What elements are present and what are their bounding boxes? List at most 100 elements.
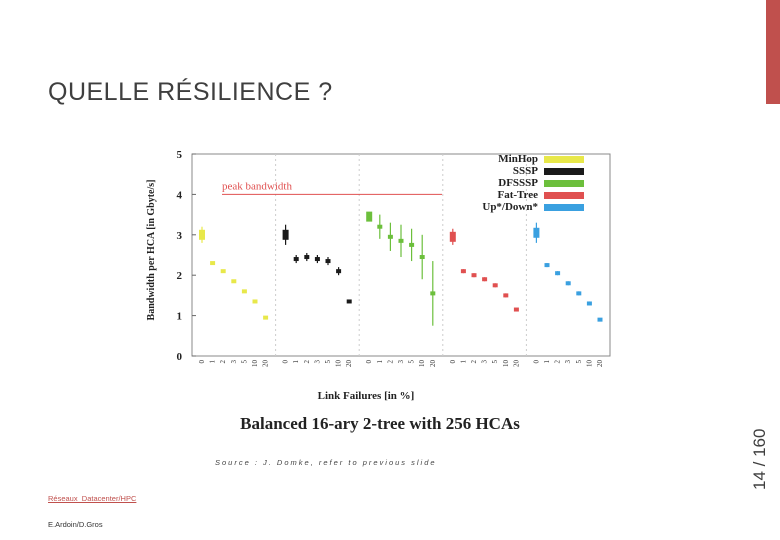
data-point [304, 255, 310, 260]
legend-swatch [544, 204, 584, 211]
x-axis-label: Link Failures [in %] [318, 390, 415, 402]
x-tick-label: 5 [408, 360, 416, 364]
legend-swatch [544, 168, 584, 175]
data-point [199, 229, 205, 240]
data-point [231, 279, 237, 284]
data-point [325, 259, 331, 264]
x-tick-label: 10 [585, 360, 593, 368]
data-point [533, 227, 540, 238]
x-tick-label: 20 [345, 360, 353, 368]
data-point [492, 283, 498, 288]
legend-label: SSSP [513, 165, 538, 177]
chart-figure: 0 1 2 3 4 5 0 1 2 3 5 10 20 0 1 2 3 5 10 20 0 1 2 3 5 10 20 0 1 2 3 5 10… [140, 140, 620, 440]
x-tick-label: 3 [481, 360, 489, 364]
data-point [576, 291, 582, 296]
x-tick-label: 2 [554, 360, 562, 364]
x-tick-label: 1 [292, 360, 300, 364]
data-point [314, 257, 320, 262]
x-tick-label: 1 [209, 360, 217, 364]
x-tick-label: 2 [219, 360, 227, 364]
data-point [409, 242, 415, 247]
legend-swatch [544, 156, 584, 163]
x-tick-label: 20 [262, 360, 270, 368]
y-tick-label: 3 [177, 230, 183, 242]
data-point [220, 269, 226, 274]
x-tick-label: 5 [491, 360, 499, 364]
data-point [513, 307, 519, 312]
x-tick-label: 1 [376, 360, 384, 364]
x-tick-label: 20 [596, 360, 604, 368]
data-point [597, 317, 603, 322]
data-point [503, 293, 509, 298]
data-point [366, 211, 373, 222]
legend-label: DFSSSP [498, 177, 538, 189]
chart-title: Balanced 16-ary 2-tree with 256 HCAs [240, 414, 520, 433]
x-tick-label: 5 [240, 360, 248, 364]
legend-label: Fat-Tree [497, 189, 538, 201]
x-tick-label: 3 [230, 360, 238, 364]
y-tick-label: 5 [177, 149, 183, 161]
reference-layer: peak bandwidth [222, 180, 442, 195]
x-tick-label: 2 [303, 360, 311, 364]
x-tick-label: 3 [397, 360, 405, 364]
x-tick-label: 2 [470, 360, 478, 364]
footer-authors: E.Ardoin/D.Gros [48, 520, 103, 529]
legend-label: MinHop [498, 153, 538, 165]
data-point [241, 289, 247, 294]
x-tick-label: 2 [386, 360, 394, 364]
data-point [419, 255, 425, 260]
data-point [482, 277, 488, 282]
x-tick-label: 3 [313, 360, 321, 364]
data-point [263, 315, 269, 320]
y-tick-label: 2 [177, 270, 183, 282]
x-tick-label: 0 [532, 360, 540, 364]
data-point [252, 299, 258, 304]
page-number: 14 / 160 [750, 428, 769, 490]
legend-swatch [544, 192, 584, 199]
y-tick-label: 4 [177, 189, 183, 201]
x-tick-label: 0 [449, 360, 457, 364]
x-tick-label: 0 [365, 360, 373, 364]
data-point [387, 234, 393, 239]
marks-layer [199, 211, 603, 326]
x-tick-label: 20 [512, 360, 520, 368]
data-point [460, 269, 466, 274]
x-tick-label: 0 [282, 360, 290, 364]
data-point [544, 263, 550, 268]
plot-frame [191, 153, 611, 357]
data-point [377, 224, 383, 229]
source-caption: Source : J. Domke, refer to previous sli… [215, 458, 437, 467]
legend-swatch [544, 180, 584, 187]
data-point [398, 238, 404, 243]
data-point [565, 281, 571, 286]
slide-title: QUELLE RÉSILIENCE ? [48, 78, 333, 106]
x-tick-label: 5 [324, 360, 332, 364]
y-axis-label: Bandwidth per HCA [in Gbyte/s] [146, 180, 157, 321]
data-point [555, 271, 561, 276]
peak-bandwidth-label: peak bandwidth [222, 180, 292, 192]
x-tick-label: 1 [459, 360, 467, 364]
data-point [471, 273, 477, 278]
data-point [336, 269, 342, 274]
data-point [282, 229, 289, 240]
footer-link[interactable]: Réseaux_Datacenter/HPC [48, 494, 137, 503]
data-point [293, 257, 299, 262]
data-point [586, 301, 592, 306]
accent-bar [766, 0, 780, 104]
data-point [210, 261, 216, 266]
x-tick-label: 10 [251, 360, 259, 368]
x-tick-label: 10 [335, 360, 343, 368]
y-tick-label: 0 [177, 351, 183, 363]
x-tick-label: 3 [564, 360, 572, 364]
x-tick-label: 10 [502, 360, 510, 368]
data-point [449, 231, 456, 242]
y-tick-label: 1 [177, 311, 183, 323]
x-tick-label: 0 [198, 360, 206, 364]
x-tick-label: 20 [429, 360, 437, 368]
data-point [346, 299, 352, 304]
x-tick-label: 10 [418, 360, 426, 368]
x-tick-label: 1 [543, 360, 551, 364]
